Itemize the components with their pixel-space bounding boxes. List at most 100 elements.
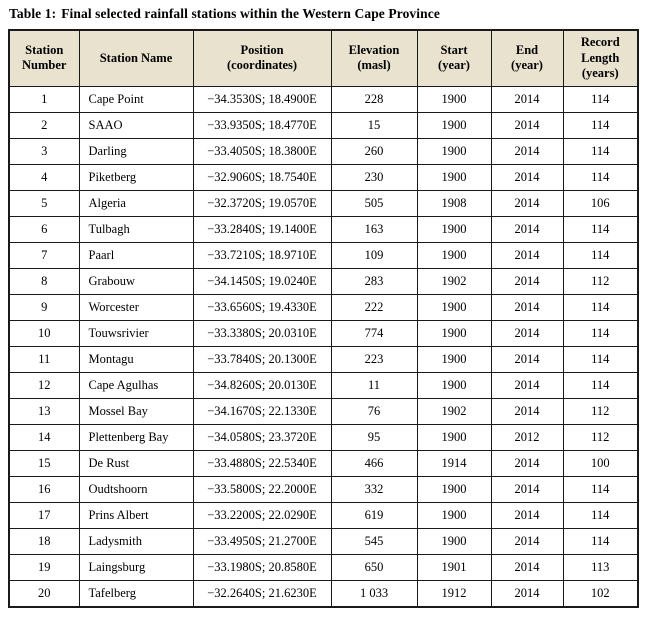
cell-station-name: Algeria bbox=[78, 189, 194, 217]
cell-station-number: 4 bbox=[8, 163, 80, 191]
cell-start-year: 1902 bbox=[416, 267, 492, 295]
cell-station-number: 7 bbox=[8, 241, 80, 269]
cell-station-number: 14 bbox=[8, 423, 80, 451]
cell-elevation: 650 bbox=[330, 553, 418, 581]
cell-station-number: 6 bbox=[8, 215, 80, 243]
cell-end-year: 2014 bbox=[490, 85, 564, 113]
table-row: 4 Piketberg −32.9060S; 18.7540E 230 1900 2014… bbox=[8, 163, 639, 191]
cell-elevation: 228 bbox=[330, 85, 418, 113]
table-row: 19 Laingsburg −33.1980S; 20.8580E 650 1901 20… bbox=[8, 553, 639, 581]
cell-station-name: Tulbagh bbox=[78, 215, 194, 243]
cell-elevation: 222 bbox=[330, 293, 418, 321]
cell-station-number: 18 bbox=[8, 527, 80, 555]
cell-position: −34.1670S; 22.1330E bbox=[192, 397, 332, 425]
cell-station-name: Laingsburg bbox=[78, 553, 194, 581]
cell-end-year: 2014 bbox=[490, 501, 564, 529]
column-header-station-number: Station Number bbox=[8, 29, 80, 87]
cell-elevation: 545 bbox=[330, 527, 418, 555]
table-row: 12 Cape Agulhas −34.8260S; 20.0130E 11 1900 2… bbox=[8, 371, 639, 399]
table-caption-text: Final selected rainfall stations within … bbox=[61, 6, 440, 21]
cell-end-year: 2014 bbox=[490, 319, 564, 347]
cell-station-name: Tafelberg bbox=[78, 579, 194, 608]
cell-end-year: 2014 bbox=[490, 345, 564, 373]
cell-start-year: 1914 bbox=[416, 449, 492, 477]
cell-station-name: Oudtshoorn bbox=[78, 475, 194, 503]
table-header: Station Number Station Name Position (coor… bbox=[8, 29, 639, 87]
cell-record-length: 113 bbox=[562, 553, 639, 581]
cell-elevation: 230 bbox=[330, 163, 418, 191]
cell-record-length: 112 bbox=[562, 267, 639, 295]
column-header-start-year: Start (year) bbox=[416, 29, 492, 87]
cell-end-year: 2014 bbox=[490, 293, 564, 321]
cell-record-length: 112 bbox=[562, 423, 639, 451]
cell-elevation: 1 033 bbox=[330, 579, 418, 608]
cell-station-number: 5 bbox=[8, 189, 80, 217]
table-row: 15 De Rust −33.4880S; 22.5340E 466 1914 2014 1… bbox=[8, 449, 639, 477]
cell-start-year: 1900 bbox=[416, 501, 492, 529]
cell-end-year: 2014 bbox=[490, 397, 564, 425]
cell-station-name: Plettenberg Bay bbox=[78, 423, 194, 451]
table-row: 2 SAAO −33.9350S; 18.4770E 15 1900 2014 114 bbox=[8, 111, 639, 139]
cell-elevation: 15 bbox=[330, 111, 418, 139]
cell-elevation: 619 bbox=[330, 501, 418, 529]
cell-station-name: Darling bbox=[78, 137, 194, 165]
cell-start-year: 1900 bbox=[416, 163, 492, 191]
cell-elevation: 283 bbox=[330, 267, 418, 295]
cell-record-length: 114 bbox=[562, 345, 639, 373]
cell-start-year: 1912 bbox=[416, 579, 492, 608]
cell-record-length: 112 bbox=[562, 397, 639, 425]
cell-start-year: 1900 bbox=[416, 215, 492, 243]
cell-position: −33.2200S; 22.0290E bbox=[192, 501, 332, 529]
table-row: 1 Cape Point −34.3530S; 18.4900E 228 1900 201… bbox=[8, 85, 639, 113]
cell-position: −34.1450S; 19.0240E bbox=[192, 267, 332, 295]
cell-record-length: 114 bbox=[562, 293, 639, 321]
cell-position: −32.9060S; 18.7540E bbox=[192, 163, 332, 191]
cell-position: −34.3530S; 18.4900E bbox=[192, 85, 332, 113]
table-row: 11 Montagu −33.7840S; 20.1300E 223 1900 2014 1… bbox=[8, 345, 639, 373]
cell-elevation: 260 bbox=[330, 137, 418, 165]
cell-position: −32.3720S; 19.0570E bbox=[192, 189, 332, 217]
table-row: 17 Prins Albert −33.2200S; 22.0290E 619 1900… bbox=[8, 501, 639, 529]
table-row: 9 Worcester −33.6560S; 19.4330E 222 1900 2014… bbox=[8, 293, 639, 321]
cell-end-year: 2014 bbox=[490, 579, 564, 608]
cell-position: −33.6560S; 19.4330E bbox=[192, 293, 332, 321]
cell-start-year: 1900 bbox=[416, 371, 492, 399]
rainfall-stations-table: Station Number Station Name Position (coor… bbox=[8, 29, 639, 608]
table-caption-label: Table 1: bbox=[9, 6, 57, 21]
cell-elevation: 95 bbox=[330, 423, 418, 451]
cell-station-number: 3 bbox=[8, 137, 80, 165]
cell-station-number: 19 bbox=[8, 553, 80, 581]
cell-station-number: 13 bbox=[8, 397, 80, 425]
cell-position: −33.4050S; 18.3800E bbox=[192, 137, 332, 165]
cell-elevation: 163 bbox=[330, 215, 418, 243]
table-row: 10 Touwsrivier −33.3380S; 20.0310E 774 1900 2… bbox=[8, 319, 639, 347]
table-row: 6 Tulbagh −33.2840S; 19.1400E 163 1900 2014 11… bbox=[8, 215, 639, 243]
cell-elevation: 11 bbox=[330, 371, 418, 399]
cell-position: −34.0580S; 23.3720E bbox=[192, 423, 332, 451]
cell-start-year: 1902 bbox=[416, 397, 492, 425]
cell-position: −33.3380S; 20.0310E bbox=[192, 319, 332, 347]
cell-position: −33.9350S; 18.4770E bbox=[192, 111, 332, 139]
cell-position: −33.4950S; 21.2700E bbox=[192, 527, 332, 555]
column-header-position: Position (coordinates) bbox=[192, 29, 332, 87]
cell-station-name: De Rust bbox=[78, 449, 194, 477]
cell-end-year: 2014 bbox=[490, 527, 564, 555]
cell-end-year: 2012 bbox=[490, 423, 564, 451]
cell-record-length: 114 bbox=[562, 475, 639, 503]
cell-station-number: 15 bbox=[8, 449, 80, 477]
table-row: 18 Ladysmith −33.4950S; 21.2700E 545 1900 201… bbox=[8, 527, 639, 555]
cell-station-name: Cape Point bbox=[78, 85, 194, 113]
cell-position: −33.1980S; 20.8580E bbox=[192, 553, 332, 581]
cell-record-length: 114 bbox=[562, 111, 639, 139]
cell-start-year: 1900 bbox=[416, 527, 492, 555]
table-row: 7 Paarl −33.7210S; 18.9710E 109 1900 2014 114 bbox=[8, 241, 639, 269]
cell-record-length: 114 bbox=[562, 527, 639, 555]
cell-start-year: 1900 bbox=[416, 85, 492, 113]
cell-start-year: 1900 bbox=[416, 319, 492, 347]
cell-end-year: 2014 bbox=[490, 189, 564, 217]
cell-station-number: 8 bbox=[8, 267, 80, 295]
cell-start-year: 1900 bbox=[416, 345, 492, 373]
table-row: 14 Plettenberg Bay −34.0580S; 23.3720E 95 19… bbox=[8, 423, 639, 451]
cell-station-name: SAAO bbox=[78, 111, 194, 139]
cell-start-year: 1900 bbox=[416, 111, 492, 139]
